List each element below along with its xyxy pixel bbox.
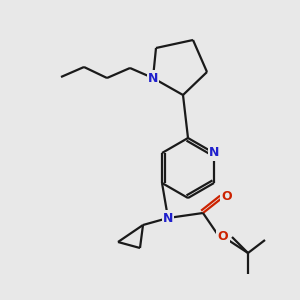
Text: N: N — [148, 71, 158, 85]
Text: O: O — [222, 190, 232, 203]
Text: O: O — [218, 230, 228, 244]
Text: N: N — [163, 212, 173, 224]
Text: N: N — [209, 146, 219, 160]
